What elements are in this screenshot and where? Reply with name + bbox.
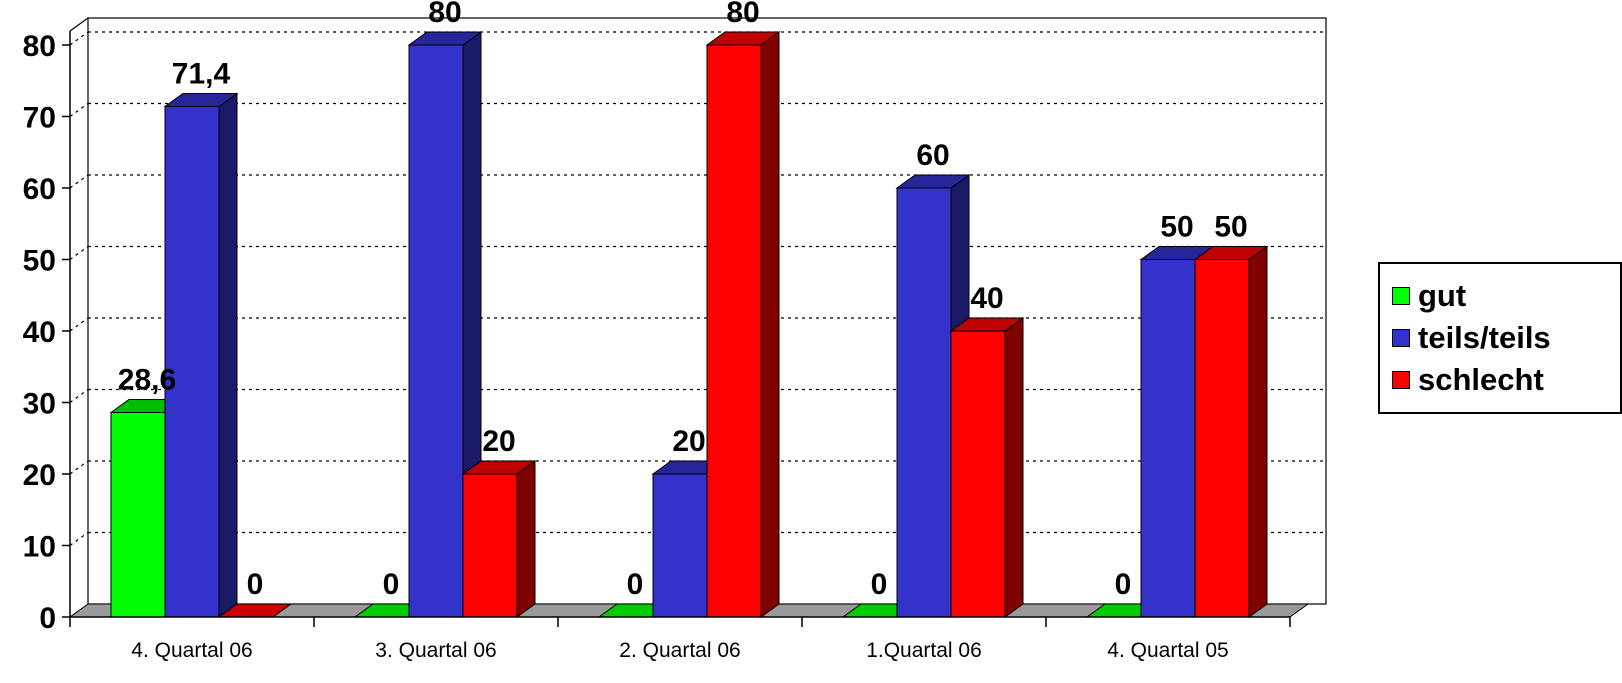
data-label: 20 (672, 425, 705, 458)
data-label: 80 (428, 0, 461, 29)
data-label: 0 (247, 568, 264, 601)
bar-front (110, 412, 166, 618)
data-label: 50 (1160, 211, 1193, 244)
gridline-side (69, 174, 89, 189)
x-tick-label: 1.Quartal 06 (866, 639, 982, 662)
bar-front (408, 44, 464, 618)
bar-front (706, 44, 762, 618)
data-label: 0 (627, 568, 644, 601)
bar-top (1193, 246, 1269, 260)
gridline-side (69, 532, 89, 546)
y-tick-label: 80 (23, 30, 56, 63)
bar-top (163, 92, 239, 107)
bar (461, 460, 537, 618)
y-tick-label: 60 (23, 173, 56, 206)
data-label: 0 (871, 568, 888, 601)
data-label: 0 (1115, 568, 1132, 601)
bar-front (1194, 259, 1250, 618)
data-labels: 28,6 71,4 0 0 80 20 0 20 80 0 60 40 0 50 50 (118, 0, 1248, 601)
x-tick-label: 4. Quartal 05 (1107, 639, 1228, 662)
gridline-side (69, 460, 89, 475)
bar-front (896, 187, 952, 618)
bar-top (895, 174, 971, 189)
bar-front (164, 105, 220, 618)
bar-top (705, 31, 781, 46)
y-tick-label: 50 (23, 245, 56, 278)
legend-swatch-schlecht (1392, 371, 1410, 389)
gridline-side (69, 103, 89, 117)
legend-item-schlecht: schlecht (1392, 362, 1544, 398)
x-tick-label: 4. Quartal 06 (131, 639, 252, 662)
legend-item-gut: gut (1392, 278, 1466, 314)
bar (705, 31, 781, 618)
x-tick-label: 3. Quartal 06 (375, 639, 496, 662)
bar-side (516, 460, 536, 618)
bar (949, 317, 1025, 618)
bar (163, 92, 239, 618)
data-label: 28,6 (118, 364, 176, 397)
data-label: 80 (726, 0, 759, 29)
bar-side (760, 31, 780, 618)
legend-label-gut: gut (1418, 278, 1467, 313)
bar-top (949, 317, 1025, 332)
bar-top (461, 460, 537, 475)
bar (1193, 245, 1269, 618)
legend-swatch-gut (1392, 287, 1410, 305)
data-label: 20 (482, 425, 515, 458)
side-wall-edge (69, 17, 89, 32)
y-tick-label: 30 (23, 388, 56, 421)
legend-swatch-teils-teils (1392, 329, 1410, 347)
data-label: 50 (1214, 211, 1247, 244)
axes: 0 10 20 30 40 50 60 70 80 4. Quartal 06 3. Quartal… (23, 30, 1291, 662)
y-tick-label: 10 (23, 531, 56, 564)
bar-front (950, 330, 1006, 618)
y-tick-label: 0 (39, 602, 56, 635)
bars (109, 31, 1269, 618)
data-label: 71,4 (172, 57, 231, 90)
bar-top (407, 31, 483, 46)
y-tick-label: 20 (23, 459, 56, 492)
gridline-side (69, 317, 89, 332)
gridline-side (69, 31, 89, 46)
bar-front (1140, 259, 1196, 618)
bar-side (218, 92, 238, 618)
y-tick-label: 70 (23, 102, 56, 135)
data-label: 40 (970, 282, 1003, 315)
y-tick-label: 40 (23, 316, 56, 349)
gridline-side (69, 389, 89, 403)
legend: gut teils/teils schlecht (1378, 262, 1622, 414)
bar-front (462, 473, 518, 618)
legend-label-teils-teils: teils/teils (1418, 320, 1551, 355)
data-label: 60 (916, 139, 949, 172)
data-label: 0 (383, 568, 400, 601)
legend-item-teils-teils: teils/teils (1392, 320, 1551, 356)
bar-front (652, 473, 708, 618)
legend-label-schlecht: schlecht (1418, 362, 1544, 397)
bar-side (1004, 317, 1024, 618)
x-tick-label: 2. Quartal 06 (619, 639, 740, 662)
gridline-side (69, 246, 89, 260)
bar-side (1248, 245, 1268, 618)
